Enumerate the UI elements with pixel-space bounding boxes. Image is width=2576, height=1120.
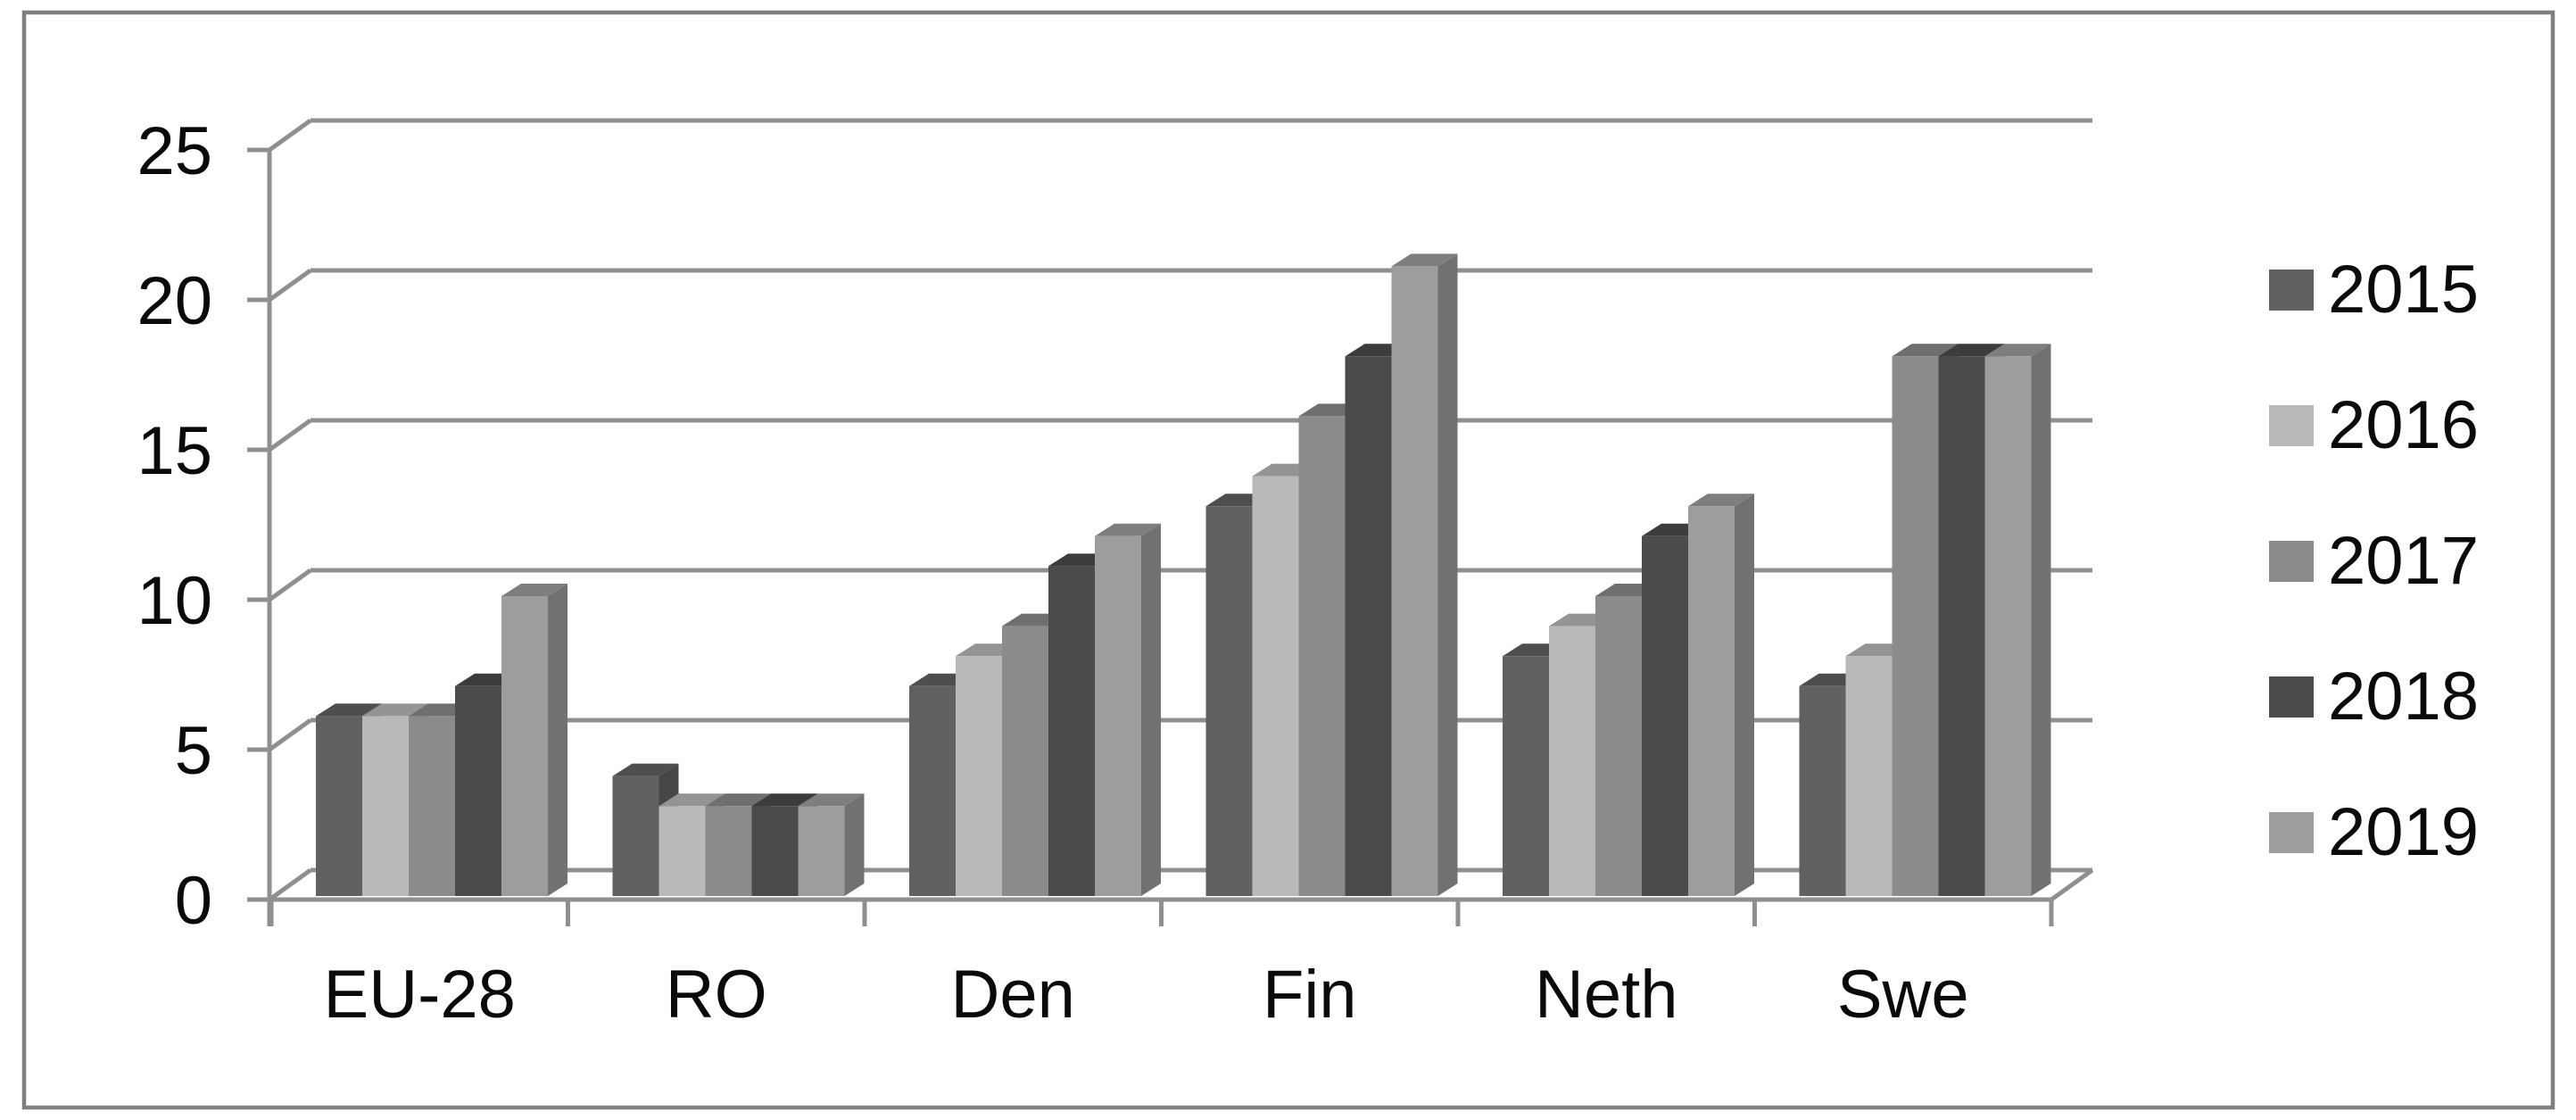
bar-top-face [316, 703, 382, 717]
y-axis-tick-label-15: 15 [137, 413, 212, 489]
bar-RO-2019 [798, 793, 865, 896]
bar-Swe-2019 [1984, 344, 2051, 896]
legend-label-2018: 2018 [2328, 659, 2480, 734]
bar-front-face [1845, 656, 1893, 896]
bar-front-face [1205, 506, 1253, 896]
legend-label-2016: 2016 [2328, 387, 2480, 463]
legend-swatch-2017 [2269, 541, 2314, 582]
bar-top-face [1984, 344, 2051, 357]
legend-item-2016: 2016 [2269, 390, 2479, 461]
bar-front-face [1002, 626, 1048, 896]
bar-front-face [1984, 356, 2032, 896]
bar-front-face [1549, 626, 1595, 896]
bar-Den-2019 [1095, 523, 1161, 896]
bar-side-face [1735, 494, 1754, 896]
legend-label-2019: 2019 [2328, 794, 2480, 870]
legend-item-2015: 2015 [2269, 254, 2479, 326]
bar-front-face [409, 716, 455, 896]
bar-front-face [658, 806, 706, 896]
bar-front-face [1252, 476, 1299, 896]
bar-front-face [1938, 356, 1985, 896]
bar-front-face [798, 806, 845, 896]
bar-front-face [1345, 356, 1392, 896]
x-axis-category-label-RO: RO [666, 957, 767, 1033]
y-axis-tick-label-5: 5 [175, 713, 212, 789]
bar-front-face [1298, 416, 1346, 896]
bar-front-face [316, 716, 362, 896]
bar-Neth-2019 [1688, 494, 1754, 896]
bar-top-face [798, 793, 865, 807]
y-axis-tick-label-10: 10 [137, 563, 212, 639]
x-axis-category-label-Den: Den [951, 957, 1075, 1033]
bars [316, 253, 2051, 896]
bar-top-face [1938, 344, 2005, 357]
bar-front-face [501, 596, 548, 896]
x-axis-category-label-Neth: Neth [1535, 957, 1678, 1033]
bar-front-face [612, 776, 659, 896]
legend-item-2017: 2017 [2269, 526, 2479, 597]
legend-swatch-2018 [2269, 676, 2314, 718]
legend-swatch-2016 [2269, 405, 2314, 446]
bar-top-face [612, 763, 679, 776]
legend-label-2017: 2017 [2328, 523, 2480, 599]
bar-front-face [909, 685, 956, 896]
axis-frame [247, 147, 2094, 926]
legend-item-2018: 2018 [2269, 661, 2479, 733]
bar-front-face [956, 656, 1002, 896]
bar-top-face [1688, 494, 1754, 507]
bar-front-face [1595, 596, 1642, 896]
bar-side-face [1141, 523, 1161, 896]
y-axis-tick-label-0: 0 [175, 863, 212, 939]
x-axis-category-label-Swe: Swe [1837, 957, 1969, 1033]
legend-label-2015: 2015 [2328, 252, 2480, 328]
bar-side-face [844, 793, 865, 896]
bar-top-face [1892, 344, 1959, 357]
bar-front-face [1095, 535, 1141, 896]
gridlines [268, 118, 2092, 902]
bar-front-face [455, 685, 501, 896]
bar-top-face [705, 793, 772, 807]
bar-side-face [548, 584, 567, 896]
legend-swatch-2015 [2269, 270, 2314, 311]
bar-top-face [1391, 253, 1458, 267]
bar-front-face [1503, 656, 1549, 896]
bar-front-face [1688, 506, 1735, 896]
bar-EU-28-2019 [501, 584, 567, 896]
bar-Fin-2019 [1391, 253, 1458, 896]
bar-top-face [658, 793, 725, 807]
legend-swatch-2019 [2269, 812, 2314, 853]
axis-labels: 0 5 10 15 20 25 EU-28 RO Den Fin Neth Swe [137, 113, 1968, 1033]
bar-top-face [751, 793, 818, 807]
bar-front-face [1892, 356, 1939, 896]
bar-front-face [362, 716, 409, 896]
bar-top-face [362, 703, 428, 717]
bar-front-face [1799, 685, 1846, 896]
legend-item-2019: 2019 [2269, 797, 2479, 868]
x-axis-category-label-EU-28: EU-28 [324, 957, 516, 1033]
bar-side-face [1437, 253, 1458, 896]
bar-top-face [1095, 523, 1161, 536]
y-axis-tick-label-20: 20 [137, 263, 212, 339]
bar-front-face [1391, 266, 1438, 896]
y-axis-tick-label-25: 25 [137, 113, 212, 189]
bar-top-face [501, 584, 567, 596]
bar-front-face [1642, 535, 1688, 896]
bar-front-face [751, 806, 799, 896]
bar-front-face [705, 806, 752, 896]
bar-front-face [1048, 566, 1095, 896]
x-axis-category-label-Fin: Fin [1263, 957, 1357, 1033]
bar-side-face [2031, 344, 2051, 896]
